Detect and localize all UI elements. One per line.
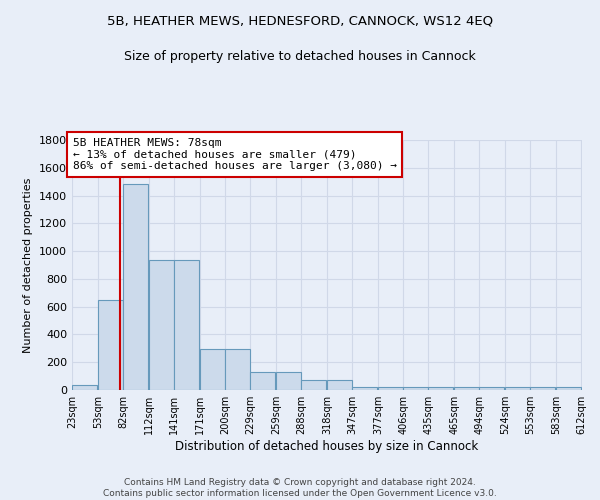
Bar [174,260,199,390]
Text: 5B HEATHER MEWS: 78sqm
← 13% of detached houses are smaller (479)
86% of semi-de: 5B HEATHER MEWS: 78sqm ← 13% of detached… [73,138,397,171]
Bar [454,387,479,390]
Bar [276,372,301,390]
Bar [556,387,581,390]
Bar [403,387,428,390]
Bar [149,260,174,390]
Bar [301,380,326,390]
Bar [479,387,504,390]
Bar [123,184,148,390]
Bar [378,386,403,390]
Text: 5B, HEATHER MEWS, HEDNESFORD, CANNOCK, WS12 4EQ: 5B, HEATHER MEWS, HEDNESFORD, CANNOCK, W… [107,15,493,28]
Bar [98,300,123,390]
Text: Size of property relative to detached houses in Cannock: Size of property relative to detached ho… [124,50,476,63]
Bar [200,349,225,390]
Bar [428,387,453,390]
Bar [327,380,352,390]
Bar [530,387,555,390]
Text: Contains HM Land Registry data © Crown copyright and database right 2024.
Contai: Contains HM Land Registry data © Crown c… [103,478,497,498]
Bar [352,386,377,390]
Bar [225,349,250,390]
X-axis label: Distribution of detached houses by size in Cannock: Distribution of detached houses by size … [175,440,479,453]
Bar [505,387,530,390]
Bar [72,385,97,390]
Bar [250,372,275,390]
Y-axis label: Number of detached properties: Number of detached properties [23,178,34,352]
